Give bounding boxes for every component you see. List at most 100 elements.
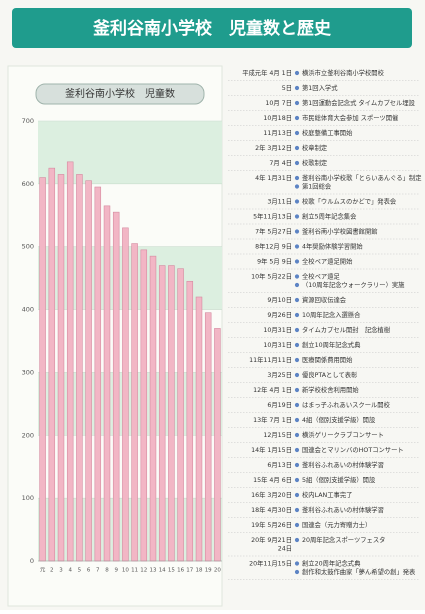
x-tick-label: 10: [122, 568, 129, 574]
x-tick-label: 15: [168, 568, 175, 574]
entry-bullet: [294, 85, 300, 91]
chart-title-box: [35, 83, 205, 105]
entry-text: （10周年記念ウォークラリー）実施: [302, 280, 405, 289]
entry-bullet: [294, 274, 300, 279]
entry-bullet: [294, 199, 300, 204]
entry-text: 横浜市立釜利谷南小学校開校: [302, 68, 385, 77]
bar: [177, 268, 184, 562]
entry-text: 第1回運動会記念式 タイムカプセル埋設: [302, 98, 416, 107]
entry-date: 7月 4日: [269, 159, 292, 167]
y-tick-label: 500: [22, 243, 34, 251]
entry-date: 18年 4月30日: [251, 505, 292, 514]
x-tick-label: 11: [131, 568, 138, 574]
title-banner: [12, 8, 412, 48]
entry-bullet: [294, 387, 300, 393]
x-tick-label: 19: [205, 568, 212, 574]
entry-date: 8年12月 9日: [255, 242, 292, 251]
entry-date: 5日: [282, 84, 292, 92]
bar: [66, 161, 74, 562]
y-tick-label: 300: [22, 368, 34, 376]
entry-date: 11月13日: [263, 129, 292, 137]
entry-bullet: [294, 160, 300, 166]
bar: [131, 243, 138, 562]
page-title: 釜利谷南小学校 児童数と歴史: [92, 18, 332, 39]
bar: [158, 265, 166, 562]
entry-bullet: [294, 70, 300, 76]
entry-text: 校庭整備工事開始: [302, 128, 353, 137]
entry-text: 横浜ゲリークラブコンサート: [302, 430, 384, 439]
entry-text: 釜利谷南小学校歌「とらいあんぐる」制定: [302, 173, 422, 182]
bar: [76, 174, 83, 562]
entry-bullet: [294, 522, 300, 528]
entry-text: 創立20周年記念式典: [302, 559, 361, 568]
bar: [94, 186, 102, 562]
x-tick-label: 6: [87, 568, 91, 574]
entry-date: 平成元年 4月 1日: [242, 68, 292, 77]
x-tick-label: 9: [114, 568, 118, 574]
entry-text: 国連会とマリンバのHOTコンサート: [302, 445, 404, 454]
x-tick-label: 17: [186, 568, 193, 574]
entry-text: 校章制定: [302, 143, 328, 152]
entry-text: 創立10周年記念式典: [302, 340, 361, 349]
entry-text: 医療関係費用開始: [302, 355, 353, 364]
grid-band: [38, 246, 222, 310]
entry-text: 全校ペア遠足: [302, 272, 340, 281]
y-tick-label: 600: [22, 180, 34, 188]
entry-bullet: [294, 417, 300, 423]
entry-bullet: [294, 432, 300, 438]
y-tick-label: 400: [22, 306, 34, 314]
entry-bullet: [294, 229, 300, 234]
x-tick-label: 4: [68, 568, 72, 574]
grid-band: [38, 372, 222, 436]
x-tick-label: 元: [40, 567, 46, 574]
x-tick-label: 7: [96, 568, 100, 574]
x-tick-label: 18: [196, 568, 203, 574]
entry-text: 校歌「ウルムスのかどで」発表会: [302, 197, 397, 206]
bar: [149, 255, 157, 562]
bar: [39, 177, 46, 562]
entry-text: 資源回収伝達会: [302, 295, 347, 304]
entry-bullet: [294, 297, 300, 303]
entry-date: 15年 4月 6日: [253, 475, 292, 484]
entry-date: 3月25日: [267, 371, 292, 379]
entry-date: 16年 3月20日: [251, 490, 292, 499]
bar: [186, 280, 194, 562]
entry-text: 第1回総会: [302, 182, 332, 191]
entry-bullet: [294, 561, 300, 566]
entry-date: 4年 1月31日: [255, 173, 292, 182]
entry-bullet: [294, 214, 300, 219]
y-tick-label: 700: [22, 117, 34, 125]
entry-date: 6月13日: [267, 461, 292, 469]
bar: [140, 249, 148, 562]
entry-date: 12月15日: [263, 431, 292, 439]
y-tick-label: 100: [22, 494, 34, 502]
entry-date: 2年 3月12日: [255, 143, 292, 152]
entry-bullet: [294, 244, 300, 249]
entry-date: 13年 7月 1日: [253, 415, 292, 424]
entry-text: 釜利谷ふれあいの村体験学習: [302, 460, 384, 469]
entry-bullet: [294, 100, 300, 106]
entry-bullet: [294, 507, 300, 513]
entry-bullet: [294, 402, 300, 408]
bar: [112, 211, 120, 562]
x-tick-label: 20: [214, 568, 221, 574]
bar: [103, 205, 111, 562]
entry-bullet: [294, 492, 300, 498]
entry-bullet: [294, 357, 300, 363]
entry-bullet: [294, 447, 300, 453]
entry-text: 4組（個別支援学級）開設: [302, 415, 376, 424]
entry-bullet: [294, 184, 300, 189]
bar: [195, 296, 203, 562]
entry-date: 24日: [278, 545, 292, 553]
grid-band: [38, 121, 222, 184]
bar: [204, 312, 212, 562]
entry-bullet: [294, 372, 300, 378]
entry-text: タイムカプセル開封 記念植樹: [302, 325, 391, 334]
entry-date: 10月 7日: [265, 99, 292, 107]
entry-text: 国連会（元力寄贈力士）: [302, 520, 371, 529]
entry-text: 4年奨励体験学習開始: [302, 242, 363, 251]
entry-date: 11年11月11日: [249, 355, 292, 364]
entry-bullet: [294, 327, 300, 333]
